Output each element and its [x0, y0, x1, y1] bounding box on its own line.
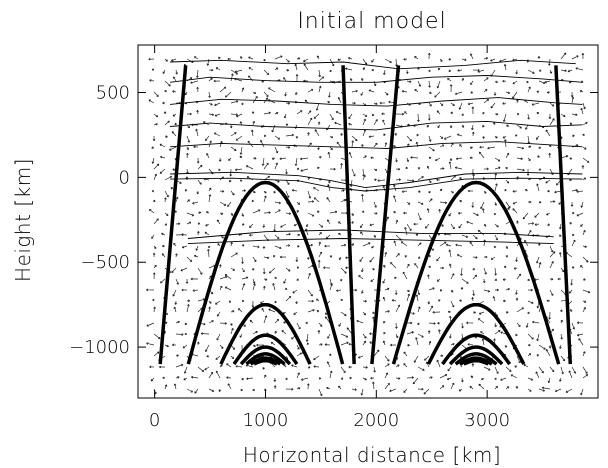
- closed-field-line: [219, 302, 312, 365]
- closed-field-line: [441, 333, 512, 366]
- contour-line: [170, 120, 583, 131]
- closed-field-line: [186, 180, 345, 365]
- closed-field-line: [232, 333, 299, 366]
- contour-line: [187, 229, 554, 239]
- contour-line: [187, 238, 554, 245]
- closed-field-line: [245, 352, 286, 366]
- contour-line: [170, 171, 583, 189]
- y-tick-label: −1000: [69, 337, 130, 358]
- y-tick-label: 500: [96, 83, 130, 104]
- y-tick-label: 0: [119, 167, 130, 188]
- closed-field-line: [391, 180, 561, 365]
- velocity-vector-field: [146, 52, 591, 397]
- axes: 0 1000 2000 3000 500 0 −500 −1000: [69, 44, 599, 431]
- contour-lines: [170, 59, 583, 245]
- open-field-line: [370, 65, 401, 365]
- closed-field-line: [426, 302, 526, 365]
- x-tick-label: 2000: [353, 410, 399, 431]
- open-field-line: [341, 65, 356, 365]
- plot-frame: [137, 44, 599, 399]
- x-tick-label: 3000: [464, 410, 510, 431]
- closed-field-line: [253, 358, 278, 366]
- y-tick-label: −500: [81, 252, 130, 273]
- contour-line: [170, 177, 583, 192]
- contour-line: [170, 59, 576, 70]
- closed-field-line: [239, 345, 292, 366]
- closed-field-line: [448, 345, 504, 366]
- closed-field-line: [459, 356, 493, 366]
- closed-field-line: [454, 352, 498, 366]
- closed-field-line: [249, 356, 282, 366]
- closed-field-line: [463, 358, 490, 366]
- chart-title: Initial model: [297, 9, 446, 34]
- contour-line: [170, 141, 583, 149]
- y-axis-label: Height [km]: [11, 158, 35, 282]
- open-field-line: [158, 65, 188, 365]
- magnetic-field-lines: [158, 65, 573, 366]
- x-tick-label: 1000: [243, 410, 289, 431]
- contour-line: [170, 75, 583, 83]
- x-tick-label: 0: [149, 410, 160, 431]
- contour-line: [170, 97, 583, 107]
- x-axis-label: Horizontal distance [km]: [243, 443, 501, 467]
- velocity-arrows: [146, 52, 591, 397]
- open-field-line: [554, 65, 573, 365]
